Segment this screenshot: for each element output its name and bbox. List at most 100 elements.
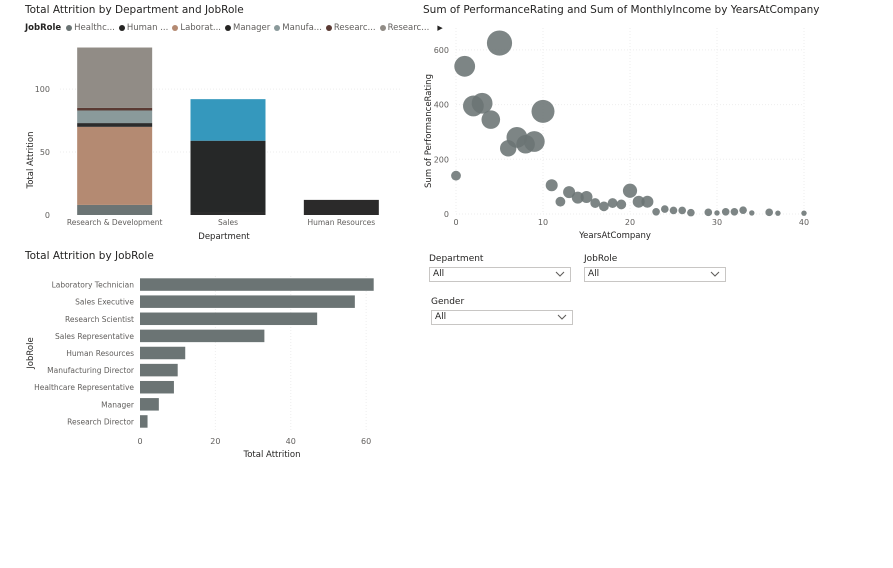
y-tick-label: 0 [45,211,50,220]
jobrole-slicer: JobRole All [584,254,726,282]
legend-dot-icon [379,25,386,31]
y-tick-label: Manager [101,400,135,409]
scatter-point [801,210,807,216]
x-tick-label: 20 [625,218,635,227]
legend-label: Manufa... [282,23,322,33]
scatter-point [563,186,576,199]
scatter-point [486,30,513,56]
x-tick-label: 10 [538,218,548,227]
scatter-point [590,198,601,208]
scatter-point [454,55,476,77]
stacked-chart-legend: JobRole Healthc... Human ... Laborat... Man… [25,23,443,33]
bar [140,278,374,291]
bar-segment [77,47,153,108]
bar [140,295,355,308]
y-tick-label: 400 [434,101,449,110]
scatter-point [749,210,755,216]
legend-item[interactable]: Human ... [118,23,169,33]
y-tick-label: Healthcare Representative [34,383,134,392]
legend-item[interactable]: Healthc... [66,23,115,33]
scatter-point [661,205,669,213]
bar [140,346,186,360]
y-tick-label: Research Director [67,417,135,426]
scatter-point [687,208,695,217]
legend-label: Laborat... [180,23,222,33]
bar-segment [77,107,153,111]
x-tick-label: 0 [453,218,458,227]
scatter-point [571,191,584,204]
y-tick-label: Manufacturing Director [47,366,135,375]
scatter-point [616,199,627,210]
legend-item[interactable]: Laborat... [172,23,221,33]
x-axis-title: YearsAtCompany [578,231,651,241]
x-tick-label: 0 [137,437,142,446]
y-tick-label: Laboratory Technician [52,281,135,290]
x-tick-label: 40 [286,437,296,446]
legend-label: Researc... [333,23,376,33]
bar-segment [77,204,153,215]
stacked-column-chart: 0 50 100 Research & Development Sales Human R… [26,47,400,242]
y-tick-label: 600 [434,46,449,55]
legend-item[interactable]: Researc... [325,23,376,33]
chevron-down-icon [557,314,567,320]
legend-dot-icon [172,25,179,31]
department-dropdown[interactable]: All [429,267,571,282]
bar-segment [77,110,153,124]
bar [140,415,148,428]
gender-dropdown[interactable]: All [431,310,573,325]
legend-item[interactable]: Researc... [379,23,430,33]
scatter-point [632,195,645,208]
legend-dot-icon [66,25,73,31]
gender-slicer: Gender All [431,297,573,325]
scatter-point [704,208,713,217]
legend-next-icon[interactable]: ▶ [437,24,443,32]
bar [140,329,265,343]
x-axis-title: Total Attrition [242,450,300,460]
legend-dot-icon [225,25,232,31]
bar-segment [303,199,379,215]
slicer-label: JobRole [584,254,618,264]
legend-label: Human ... [126,23,169,33]
scatter-point [739,206,747,214]
x-tick-label: 20 [210,437,220,446]
dropdown-value: All [588,269,600,279]
y-axis-title: JobRole [26,337,36,369]
scatter-point [599,201,609,212]
jobrole-dropdown[interactable]: All [584,267,726,282]
scatter-point [765,208,773,217]
y-tick-label: 200 [434,155,449,164]
scatter-point [580,191,593,204]
scatter-point [471,92,493,114]
y-axis-title: Sum of PerformanceRating [424,74,434,188]
x-tick-label: 40 [799,218,809,227]
bar-segment [77,126,153,205]
bar [140,312,318,326]
scatter-point [652,208,660,216]
horizontal-bar-chart: 0 20 40 60 Laboratory Technician Sales Execut… [26,276,374,460]
legend-label: Researc... [387,23,430,33]
scatter-point [622,183,638,198]
y-tick-label: 0 [444,210,449,219]
scatter-point [714,210,720,216]
chevron-down-icon [555,271,565,277]
x-tick-label: 60 [361,437,371,446]
scatter-point [641,195,654,208]
y-tick-label: Human Resources [66,349,134,358]
y-tick-label: 50 [40,148,50,157]
scatter-point [775,210,781,216]
scatter-point [721,208,730,216]
slicer-label: Department [429,254,484,264]
legend-item[interactable]: Manager [225,23,270,33]
legend-dot-icon [274,25,281,31]
scatter-point [678,206,686,215]
chevron-down-icon [710,271,720,277]
x-tick-label: 30 [712,218,722,227]
legend-item[interactable]: Manufa... [274,23,322,33]
scatter-point [669,206,678,215]
scatter-point [451,170,461,181]
x-axis-title: Department [198,232,250,242]
legend-title: JobRole [25,23,62,33]
dropdown-value: All [433,269,445,279]
bar-segment [190,140,266,213]
bar-segment [77,123,153,127]
